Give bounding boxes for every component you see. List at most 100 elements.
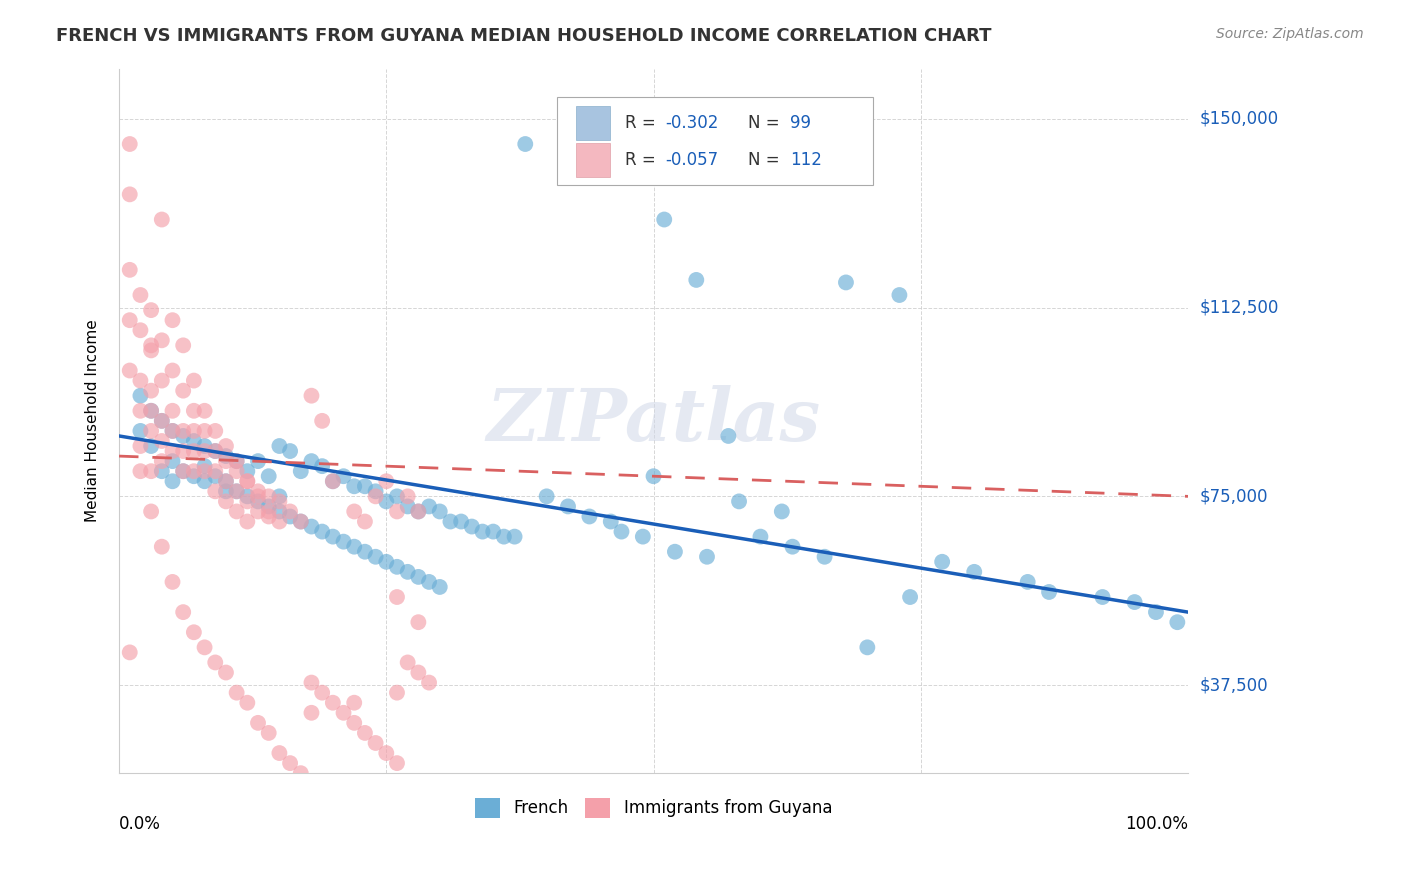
Point [385, 590, 408, 604]
Point [290, 515, 312, 529]
Text: ZIPatlas: ZIPatlas [486, 385, 821, 457]
Point [429, 580, 451, 594]
Point [118, 263, 141, 277]
Point [290, 464, 312, 478]
Point [269, 515, 291, 529]
Point [418, 675, 440, 690]
Point [193, 404, 215, 418]
Point [193, 475, 215, 489]
Point [354, 515, 377, 529]
Point [1144, 605, 1167, 619]
Point [225, 686, 247, 700]
Point [139, 384, 162, 398]
Y-axis label: Median Household Income: Median Household Income [86, 319, 100, 522]
Point [375, 555, 398, 569]
Point [278, 509, 301, 524]
Point [515, 136, 537, 151]
Point [385, 489, 408, 503]
Point [129, 374, 152, 388]
FancyBboxPatch shape [557, 96, 873, 185]
Point [150, 454, 173, 468]
Point [813, 549, 835, 564]
Point [898, 590, 921, 604]
Point [204, 424, 226, 438]
Point [643, 469, 665, 483]
Point [193, 444, 215, 458]
Point [215, 475, 238, 489]
Point [396, 500, 419, 514]
Point [118, 187, 141, 202]
Point [225, 454, 247, 468]
Text: 100.0%: 100.0% [1125, 815, 1188, 833]
Point [482, 524, 505, 539]
Text: $150,000: $150,000 [1199, 110, 1278, 128]
Point [162, 454, 184, 468]
Point [172, 429, 194, 443]
Point [183, 434, 205, 448]
Point [150, 374, 173, 388]
Point [269, 494, 291, 508]
Point [162, 444, 184, 458]
Point [225, 454, 247, 468]
Point [257, 469, 280, 483]
Point [162, 363, 184, 377]
Point [364, 484, 387, 499]
Text: -0.057: -0.057 [665, 151, 718, 169]
Point [364, 736, 387, 750]
Point [385, 559, 408, 574]
Point [471, 524, 494, 539]
Point [236, 494, 259, 508]
Point [408, 665, 430, 680]
Point [782, 540, 804, 554]
Point [204, 444, 226, 458]
Point [247, 494, 270, 508]
Point [856, 640, 879, 655]
Point [396, 565, 419, 579]
Point [225, 464, 247, 478]
Point [685, 273, 707, 287]
Point [150, 540, 173, 554]
Point [139, 343, 162, 358]
Point [225, 484, 247, 499]
Point [150, 434, 173, 448]
Point [696, 549, 718, 564]
Point [1038, 585, 1060, 599]
Point [150, 414, 173, 428]
Point [162, 574, 184, 589]
Point [322, 530, 344, 544]
Point [129, 288, 152, 302]
Point [172, 444, 194, 458]
Point [385, 686, 408, 700]
Point [257, 509, 280, 524]
Point [1123, 595, 1146, 609]
Text: 112: 112 [790, 151, 823, 169]
Point [257, 504, 280, 518]
Point [1017, 574, 1039, 589]
Point [770, 504, 793, 518]
Point [503, 530, 526, 544]
Point [301, 519, 323, 533]
Text: N =: N = [748, 151, 785, 169]
Point [408, 504, 430, 518]
Text: 99: 99 [790, 114, 811, 132]
Point [204, 444, 226, 458]
Text: N =: N = [748, 114, 785, 132]
Point [354, 545, 377, 559]
Point [364, 489, 387, 503]
Point [332, 469, 354, 483]
Point [172, 464, 194, 478]
Point [118, 313, 141, 327]
Point [610, 524, 633, 539]
Point [354, 479, 377, 493]
Point [118, 645, 141, 659]
Text: $112,500: $112,500 [1199, 299, 1278, 317]
Point [599, 515, 621, 529]
Point [343, 540, 366, 554]
Point [215, 665, 238, 680]
Point [247, 454, 270, 468]
Point [172, 605, 194, 619]
Text: R =: R = [624, 151, 661, 169]
Point [717, 429, 740, 443]
Point [311, 459, 333, 474]
FancyBboxPatch shape [575, 144, 610, 177]
